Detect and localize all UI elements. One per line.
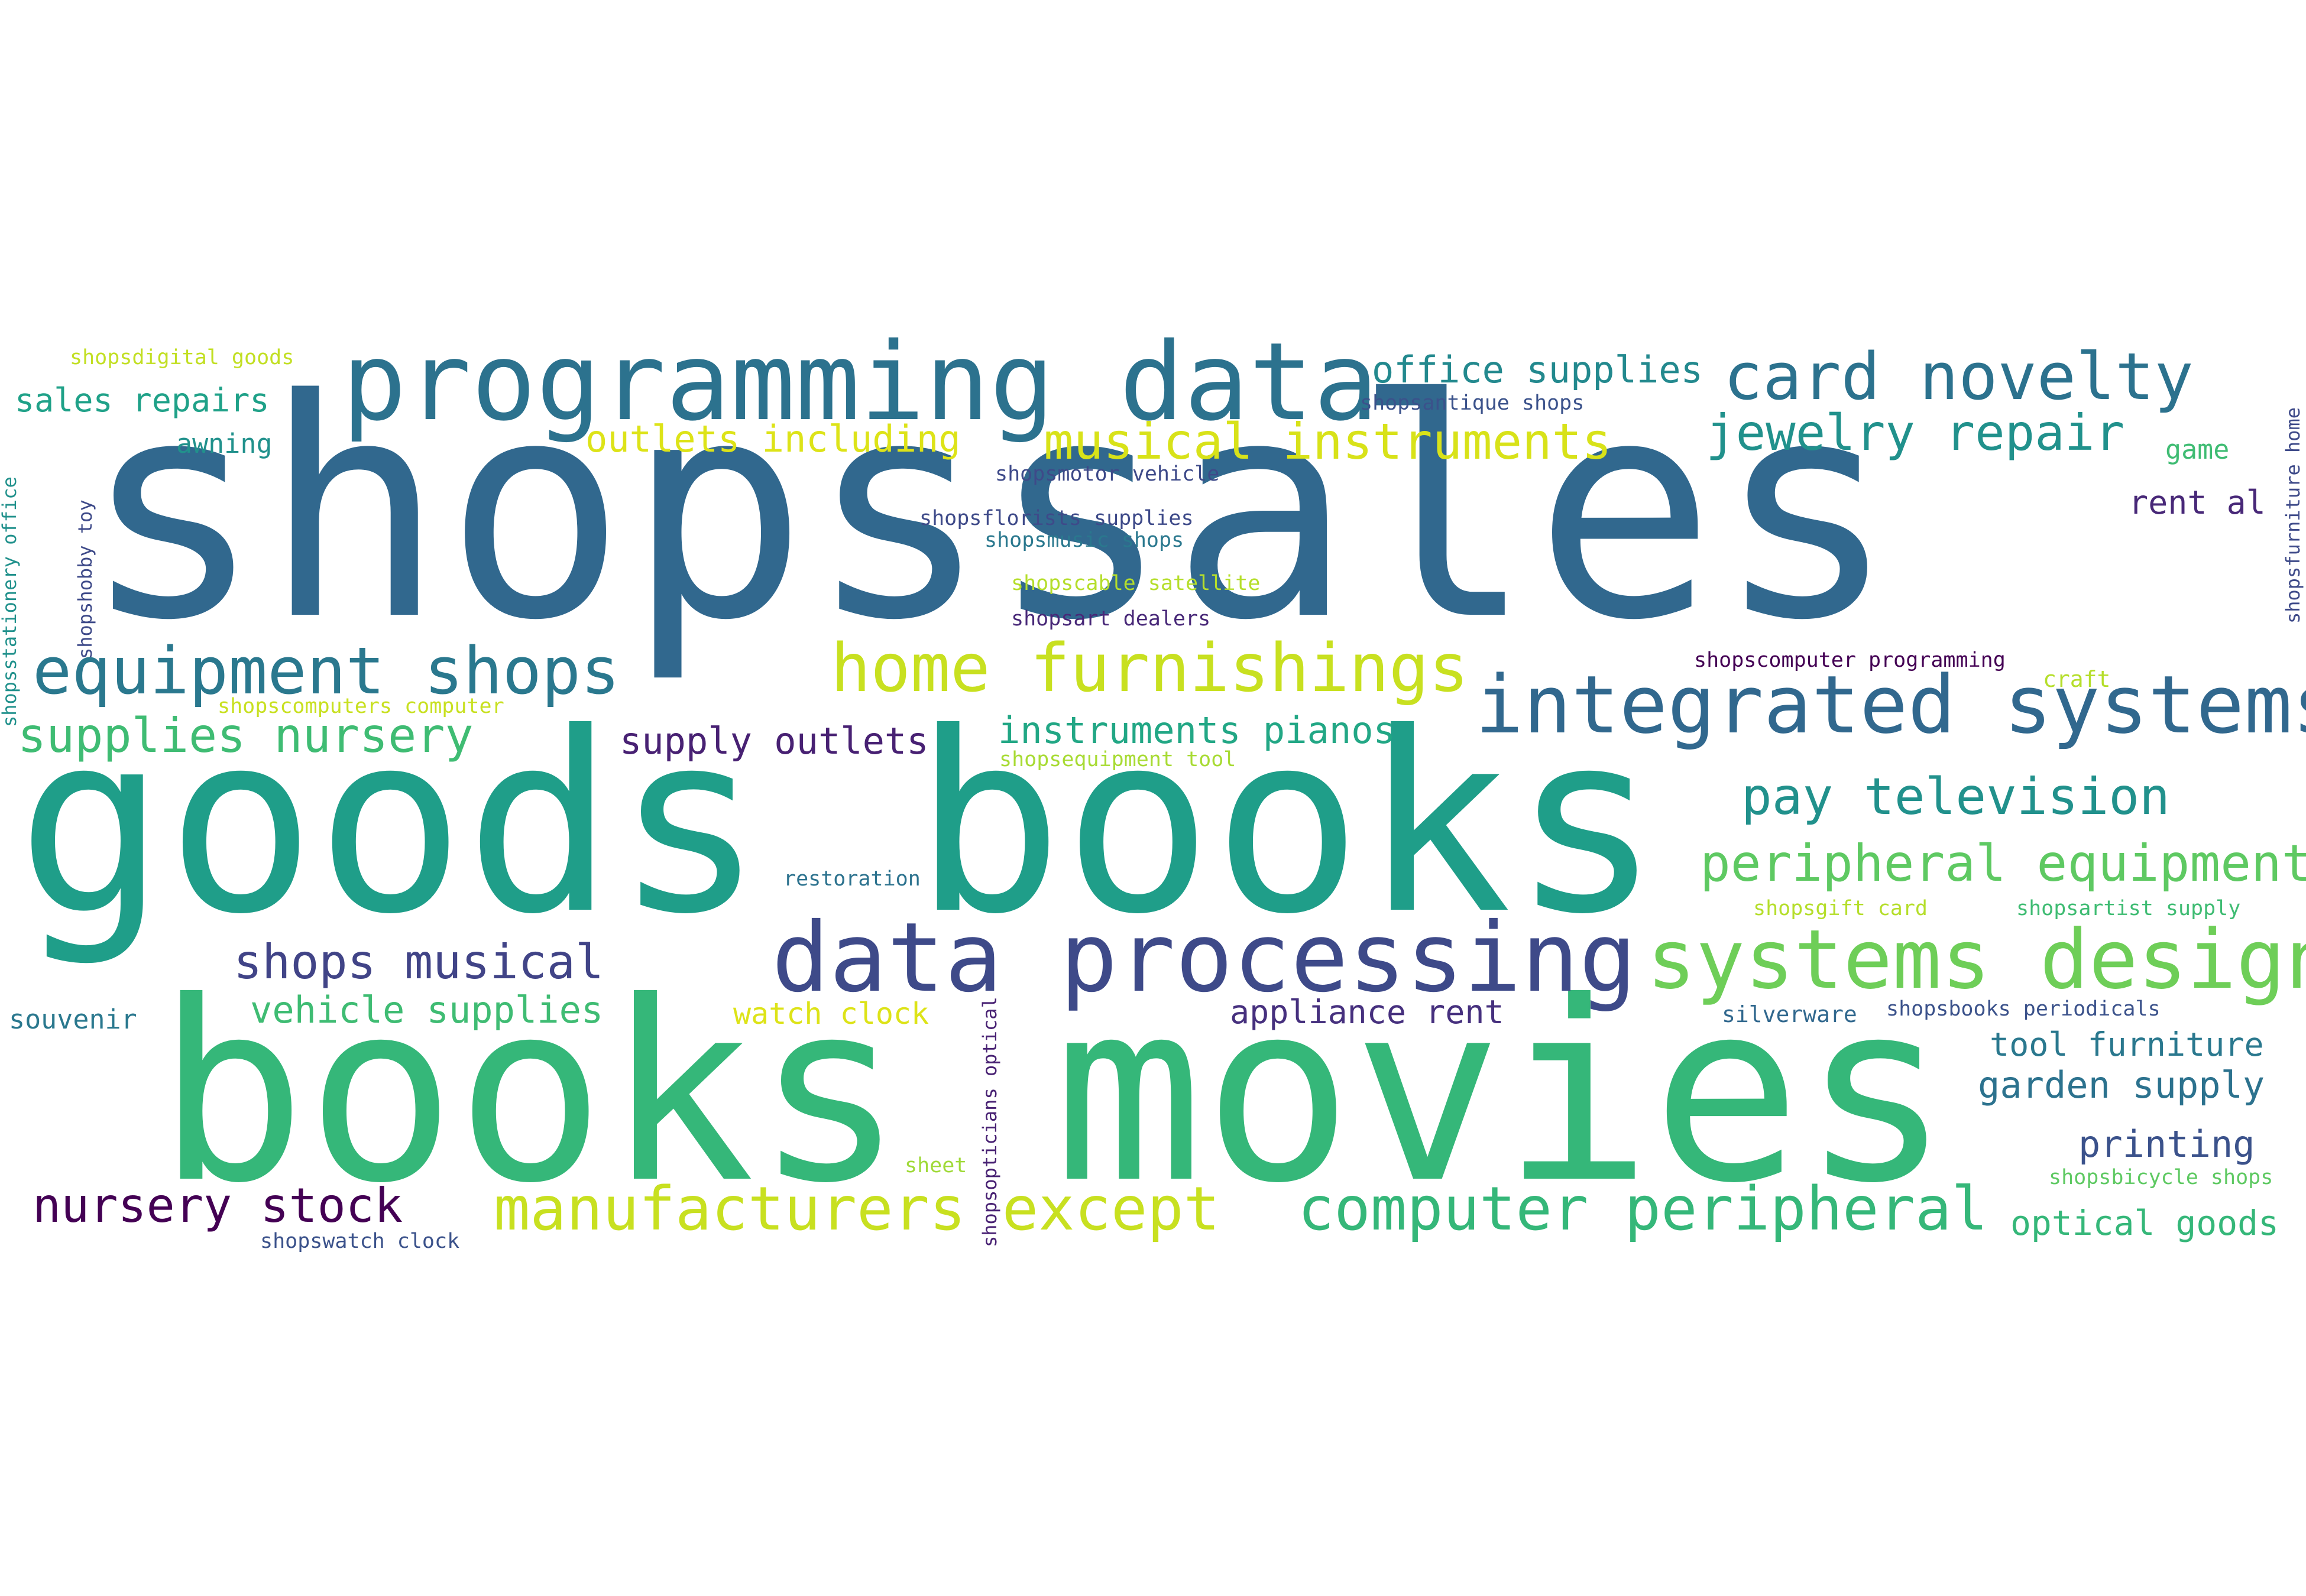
word-shopsopticians-optical: shopsopticians optical bbox=[979, 997, 1001, 1247]
word-shopsantique-shops: shopsantique shops bbox=[1360, 391, 1585, 415]
word-shopsbooks-periodicals: shopsbooks periodicals bbox=[1886, 997, 2161, 1021]
word-office-supplies: office supplies bbox=[1372, 348, 1703, 391]
word-shopsfurniture-home: shopsfurniture home bbox=[2282, 407, 2304, 624]
word-rent-al: rent al bbox=[2129, 484, 2266, 521]
word-shopshobby-toy: shopshobby toy bbox=[74, 499, 96, 659]
word-silverware: silverware bbox=[1722, 1001, 1857, 1027]
word-home-furnishings: home furnishings bbox=[831, 630, 1469, 707]
word-shopsartist-supply: shopsartist supply bbox=[2016, 897, 2241, 920]
word-shopsmotor-vehicle: shopsmotor vehicle bbox=[995, 462, 1220, 486]
word-shopsmusic-shops: shopsmusic shops bbox=[984, 528, 1184, 552]
word-shopsart-dealers: shopsart dealers bbox=[1011, 607, 1211, 631]
word-manufacturers-except: manufacturers except bbox=[494, 1174, 1220, 1244]
word-restoration: restoration bbox=[783, 867, 921, 891]
word-outlets-including: outlets including bbox=[585, 417, 961, 460]
word-systems-design: systems design bbox=[1647, 912, 2306, 1007]
word-appliance-rent: appliance rent bbox=[1230, 993, 1504, 1031]
word-equipment-shops: equipment shops bbox=[33, 633, 620, 709]
word-musical-instruments: musical instruments bbox=[1044, 413, 1612, 471]
word-shopscomputer-programming: shopscomputer programming bbox=[1694, 648, 2006, 672]
word-shopsflorists-supplies: shopsflorists supplies bbox=[919, 507, 1194, 530]
word-data-processing: data processing bbox=[772, 903, 1637, 1014]
word-shopssales: shopssales bbox=[82, 336, 1897, 686]
word-printing: printing bbox=[2078, 1123, 2255, 1166]
word-peripheral-equipment: peripheral equipment bbox=[1700, 834, 2306, 893]
word-instruments-pianos: instruments pianos bbox=[998, 709, 1395, 752]
word-programming-data: programming data bbox=[342, 319, 1379, 445]
word-sales-repairs: sales repairs bbox=[15, 381, 270, 419]
word-shopsdigital-goods: shopsdigital goods bbox=[70, 346, 294, 369]
word-vehicle-supplies: vehicle supplies bbox=[250, 988, 604, 1031]
word-tool-furniture: tool furniture bbox=[1990, 1026, 2264, 1063]
word-shopscomputers-computer: shopscomputers computer bbox=[218, 695, 504, 718]
word-shopsgift-card: shopsgift card bbox=[1753, 897, 1928, 920]
word-jewelry-repair: jewelry repair bbox=[1706, 404, 2125, 462]
word-optical-goods: optical goods bbox=[2010, 1203, 2279, 1243]
word-goods-books: goods books bbox=[17, 680, 1662, 969]
word-books-movies: books movies bbox=[157, 949, 1951, 1238]
word-supplies-nursery: supplies nursery bbox=[18, 708, 474, 763]
word-integrated-systems: integrated systems bbox=[1475, 658, 2306, 751]
word-card-novelty: card novelty bbox=[1724, 339, 2194, 414]
word-shopscable-satellite: shopscable satellite bbox=[1011, 572, 1261, 595]
word-garden-supply: garden supply bbox=[1978, 1063, 2265, 1107]
word-souvenir: souvenir bbox=[9, 1004, 137, 1035]
word-watch-clock: watch clock bbox=[733, 997, 929, 1031]
word-supply-outlets: supply outlets bbox=[620, 719, 929, 763]
word-awning: awning bbox=[176, 428, 273, 459]
word-shopswatch-clock: shopswatch clock bbox=[260, 1230, 460, 1253]
word-pay-television: pay television bbox=[1741, 767, 2170, 826]
word-shopsbicycle-shops: shopsbicycle shops bbox=[2049, 1166, 2273, 1189]
word-shops-musical: shops musical bbox=[234, 935, 604, 990]
word-craft: craft bbox=[2043, 666, 2111, 692]
word-game: game bbox=[2165, 434, 2230, 465]
word-shopsstationery-office: shopsstationery office bbox=[0, 476, 21, 727]
word-nursery-stock: nursery stock bbox=[33, 1178, 403, 1233]
word-computer-peripheral: computer peripheral bbox=[1298, 1174, 1988, 1244]
word-shopsequipment-tool: shopsequipment tool bbox=[999, 748, 1236, 771]
word-sheet: sheet bbox=[905, 1154, 967, 1177]
